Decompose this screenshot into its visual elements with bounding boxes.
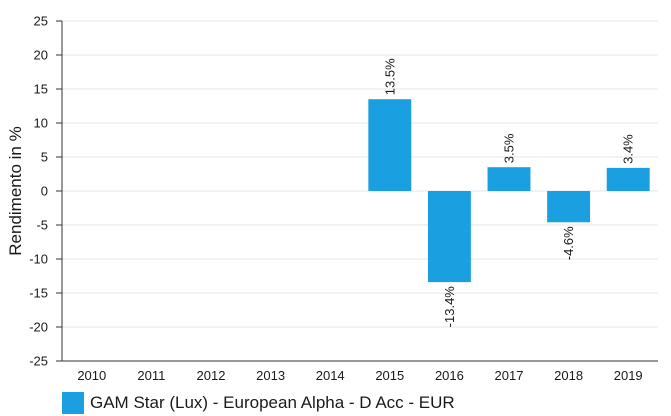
y-tick-labels: 25 20 15 10 5 0 -5 -10 -15 -20 -25 (29, 14, 48, 369)
bar-chart: Rendimento in % 2520151050-5-10-15-20-25… (6, 14, 658, 383)
bar (487, 167, 531, 191)
x-tick-label: 2010 (77, 368, 106, 383)
data-label: 13.5% (382, 58, 397, 95)
x-tick-label: 2015 (375, 368, 404, 383)
y-tick-label: -20 (29, 320, 48, 335)
x-tick-label: 2018 (554, 368, 583, 383)
bar (427, 191, 471, 283)
legend: GAM Star (Lux) - European Alpha - D Acc … (62, 392, 455, 414)
y-tick-label: 25 (34, 14, 48, 29)
legend-swatch (62, 392, 84, 414)
bars (368, 99, 650, 283)
x-tick-label: 2014 (316, 368, 345, 383)
x-tick-label: 2012 (197, 368, 226, 383)
y-tick-label: 20 (34, 48, 48, 63)
y-tick-label: -10 (29, 252, 48, 267)
x-tick-label: 2017 (495, 368, 524, 383)
data-label: 3.4% (621, 134, 636, 164)
data-label: -13.4% (442, 286, 457, 328)
y-tick-label: -15 (29, 286, 48, 301)
bar (368, 99, 412, 191)
data-labels: 13.5% -13.4% 3.5% -4.6% 3.4% (382, 58, 635, 327)
y-tick-label: -25 (29, 354, 48, 369)
x-tick-label: 2019 (614, 368, 643, 383)
x-tick-label: 2011 (137, 368, 165, 383)
x-tick-label: 2013 (256, 368, 285, 383)
y-axis-label: Rendimento in % (6, 126, 25, 255)
bar (606, 167, 650, 191)
y-tick-label: 0 (41, 184, 48, 199)
axes (56, 20, 658, 362)
x-tick-label: 2016 (435, 368, 464, 383)
legend-label: GAM Star (Lux) - European Alpha - D Acc … (90, 393, 455, 412)
data-label: -4.6% (561, 226, 576, 260)
bar (547, 191, 591, 223)
x-tick-labels: 2010 2011 2012 2013 2014 2015 2016 2017 2018 2019 (77, 368, 642, 383)
y-tick-label: 5 (41, 150, 48, 165)
y-tick-label: -5 (36, 218, 48, 233)
data-label: 3.5% (502, 133, 517, 163)
y-tick-label: 15 (34, 82, 48, 97)
y-tick-label: 10 (34, 116, 48, 131)
